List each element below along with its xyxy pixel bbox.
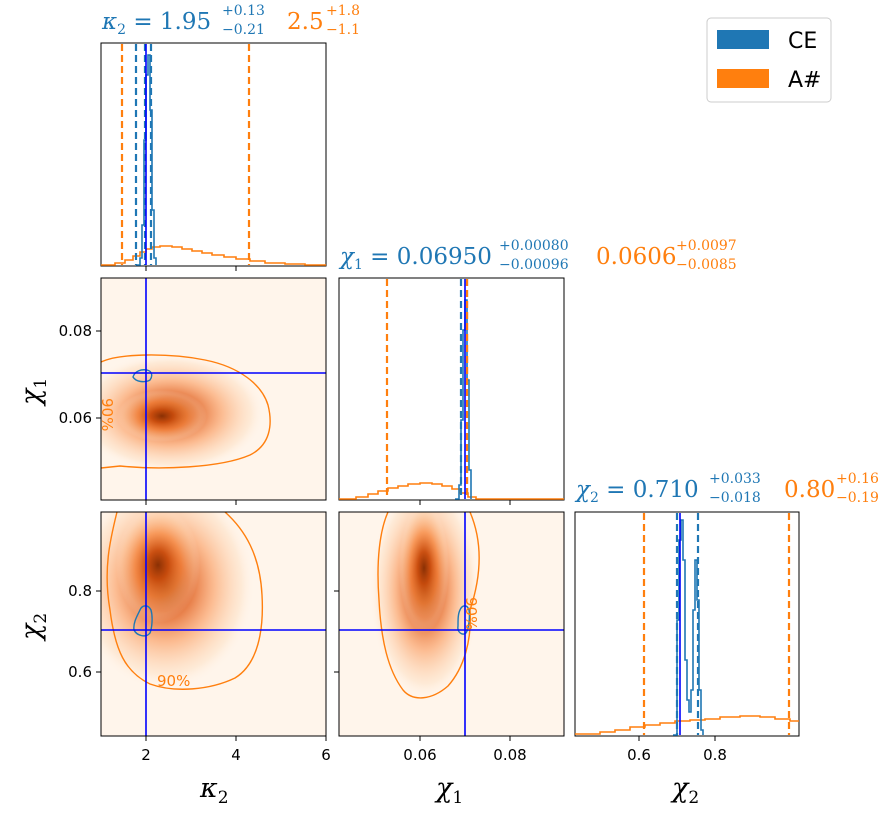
ce-contour-90-kappa2-chi2 bbox=[133, 605, 153, 637]
y-tick-chi2-0: 0.8 bbox=[68, 582, 92, 600]
title-chi1-eq: = bbox=[363, 244, 397, 270]
x-tick-chi1-1: 0.08 bbox=[493, 746, 526, 764]
x-label-chi2: χ2 bbox=[670, 773, 699, 808]
svg-text:κ2 = 1.95: κ2 = 1.95 bbox=[101, 9, 211, 38]
panel-chi1-marginal bbox=[338, 277, 565, 505]
title-kappa2-sub: 2 bbox=[117, 22, 126, 38]
title-chi2-eq: = bbox=[599, 477, 633, 503]
title-chi2-ce-plus: +0.033 bbox=[709, 471, 761, 487]
title-kappa2-a-plus: +1.8 bbox=[326, 3, 360, 19]
panel-kappa2-chi2: 90% 0.8 0.6 2 4 6 bbox=[68, 511, 331, 764]
title-kappa2-symbol: κ bbox=[101, 9, 117, 35]
x-tick-kappa2-1: 4 bbox=[231, 746, 241, 764]
x-tick-chi2-1: 0.8 bbox=[703, 746, 727, 764]
y-tick-chi2-1: 0.6 bbox=[68, 663, 92, 681]
y-tick-chi1-1: 0.06 bbox=[59, 409, 92, 427]
legend-label-asharp: A# bbox=[788, 68, 821, 93]
legend-swatch-asharp bbox=[717, 69, 769, 88]
title-chi2-sub: 2 bbox=[590, 490, 599, 506]
contour-label-kappa2-chi1: 90% bbox=[98, 398, 116, 431]
legend: CE A# bbox=[706, 17, 832, 103]
title-chi1-ce-minus: −0.00096 bbox=[499, 257, 569, 273]
title-kappa2-ce-minus: −0.21 bbox=[222, 22, 265, 38]
asharp-kappa2-histogram bbox=[101, 245, 326, 266]
asharp-contour-90-kappa2-chi2 bbox=[106, 512, 264, 690]
title-chi2-a-value: 0.80 bbox=[784, 477, 835, 503]
title-chi1-a-minus: −0.0085 bbox=[676, 257, 737, 273]
panel-chi2-marginal: 0.6 0.8 bbox=[574, 511, 800, 764]
title-chi1-ce-plus: +0.00080 bbox=[499, 238, 569, 254]
title-chi1-a-plus: +0.0097 bbox=[676, 238, 737, 254]
asharp-chi2-histogram bbox=[575, 715, 799, 735]
asharp-contour-90-kappa2-chi1 bbox=[101, 354, 271, 469]
ce-kappa2-histogram bbox=[136, 54, 157, 266]
contour-label-kappa2-chi2: 90% bbox=[157, 672, 190, 690]
title-chi1-symbol: χ bbox=[338, 244, 356, 270]
asharp-chi1-histogram bbox=[339, 482, 564, 500]
title-chi1-ce-value: 0.06950 bbox=[397, 244, 492, 270]
svg-text:χ1 = 0.06950: χ1 = 0.06950 bbox=[338, 244, 492, 273]
title-chi2-ce-minus: −0.018 bbox=[709, 490, 761, 506]
title-chi2-ce-value: 0.710 bbox=[633, 477, 699, 503]
x-label-chi1: χ1 bbox=[434, 773, 463, 808]
x-tick-kappa2-2: 6 bbox=[321, 746, 331, 764]
y-label-chi2: χ2 bbox=[16, 613, 51, 642]
title-kappa2-a-minus: −1.1 bbox=[326, 22, 360, 38]
title-chi1-a-value: 0.0606 bbox=[596, 244, 676, 270]
contour-label-chi1-chi2: 90% bbox=[462, 597, 480, 630]
title-chi2-a-minus: −0.19 bbox=[836, 490, 879, 506]
x-tick-chi1-0: 0.06 bbox=[403, 746, 436, 764]
title-kappa2-a-value: 2.5 bbox=[287, 9, 324, 35]
title-kappa2: κ2 = 1.95 +0.13 −0.21 2.5 +1.8 −1.1 bbox=[101, 3, 360, 38]
y-label-chi1: χ1 bbox=[16, 378, 51, 407]
ce-contour-90-chi1-chi2 bbox=[457, 605, 471, 635]
title-chi2-a-plus: +0.16 bbox=[836, 471, 879, 487]
y-tick-chi1-0: 0.08 bbox=[59, 322, 92, 340]
title-chi1-sub: 1 bbox=[354, 257, 363, 273]
asharp-contour-90-chi1-chi2 bbox=[377, 512, 480, 699]
title-chi1: χ1 = 0.06950 +0.00080 −0.00096 0.0606 +0… bbox=[338, 238, 737, 273]
title-kappa2-ce-plus: +0.13 bbox=[222, 3, 265, 19]
x-tick-chi2-0: 0.6 bbox=[627, 746, 651, 764]
svg-text:χ2 = 0.710: χ2 = 0.710 bbox=[574, 477, 699, 506]
title-kappa2-eq: = bbox=[126, 9, 160, 35]
title-chi2-symbol: χ bbox=[574, 477, 592, 503]
x-tick-kappa2-0: 2 bbox=[141, 746, 151, 764]
panel-chi1-chi2: 90% 0.06 0.08 bbox=[334, 511, 565, 764]
legend-swatch-ce bbox=[717, 30, 769, 49]
x-label-kappa2: κ2 bbox=[199, 773, 229, 808]
legend-label-ce: CE bbox=[788, 29, 817, 54]
title-kappa2-ce-value: 1.95 bbox=[160, 9, 211, 35]
ce-contour-90-kappa2-chi1 bbox=[132, 369, 153, 383]
panel-kappa2-chi1: 90% 0.08 0.06 bbox=[59, 277, 327, 505]
title-chi2: χ2 = 0.710 +0.033 −0.018 0.80 +0.16 −0.1… bbox=[574, 471, 879, 506]
panel-kappa2-marginal bbox=[100, 42, 327, 271]
